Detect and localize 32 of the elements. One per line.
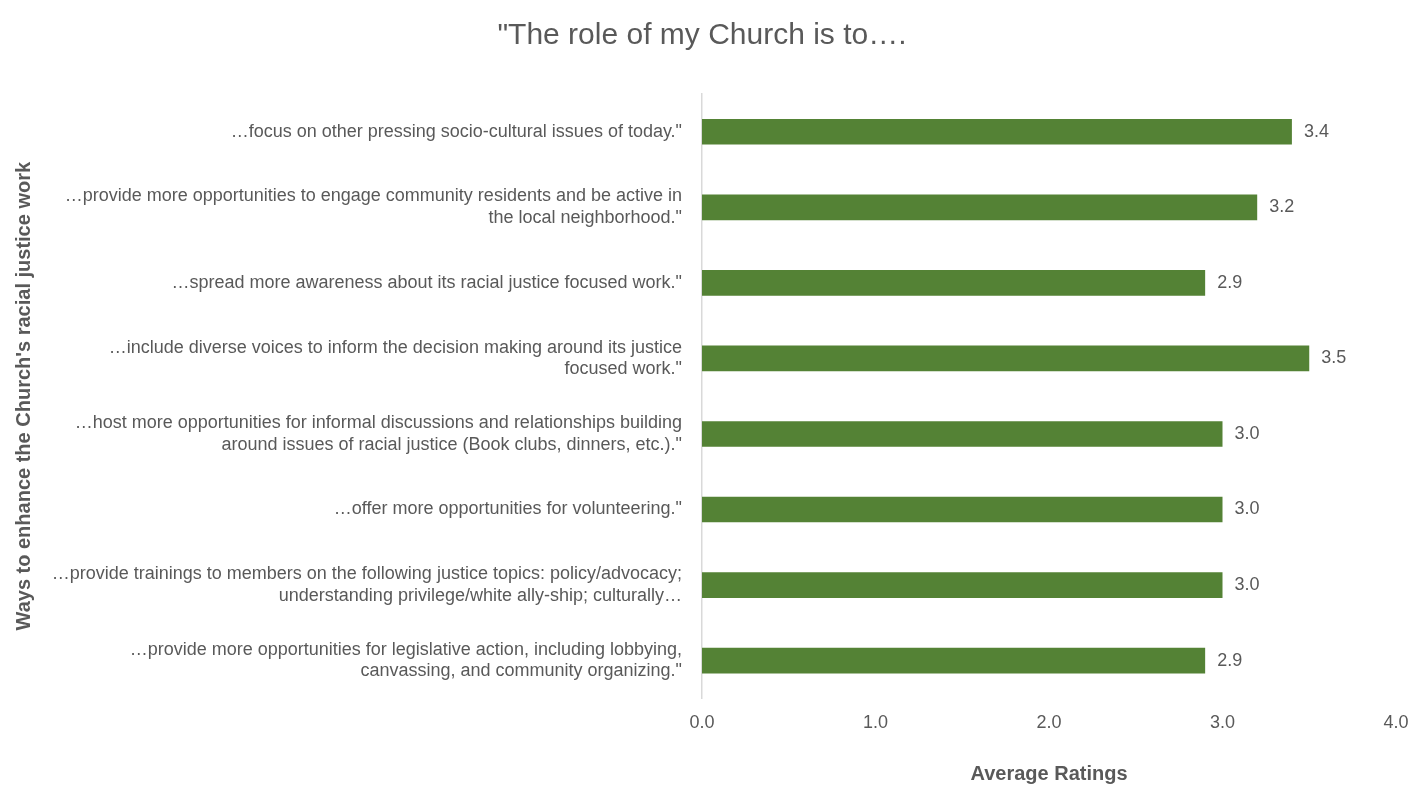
- x-tick-label: 0.0: [689, 712, 715, 733]
- y-tick-label: …provide more opportunities to engage community residents and be active in the local neighborhood.": [64, 185, 682, 228]
- data-label: 3.5: [1321, 347, 1347, 368]
- bar: [702, 572, 1223, 598]
- y-tick-label: …host more opportunities for informal discussions and relationships building around issues of racial justice (Book clubs, dinners, etc.).": [74, 412, 682, 454]
- data-label: 3.0: [1234, 498, 1260, 519]
- bar: [702, 118, 1292, 145]
- x-tick-label: 2.0: [1036, 712, 1062, 733]
- y-tick-label: …include diverse voices to inform the decision making around its justice focused work.": [108, 336, 682, 379]
- bar: [702, 194, 1258, 221]
- bar: [702, 270, 1206, 296]
- chart-title: "The role of my Church is to….: [497, 17, 907, 51]
- x-axis-title: Average Ratings: [970, 761, 1128, 784]
- y-tick-label: …spread more awareness about its racial justice focused work.": [171, 271, 682, 292]
- bar: [702, 496, 1223, 523]
- data-label: 3.0: [1234, 574, 1260, 595]
- bar: [702, 647, 1206, 674]
- y-tick-label: …provide trainings to members on the following justice topics: policy/advocacy; understanding privilege/white ally-ship; culturally…: [51, 563, 682, 605]
- data-label: 2.9: [1217, 271, 1243, 292]
- x-tick-label: 1.0: [862, 712, 889, 733]
- bar: [702, 421, 1223, 447]
- y-axis-title: Ways to enhance the Church's racial justice work: [11, 161, 34, 631]
- y-tick-label: …provide more opportunities for legislative action, including lobbying, canvassing, and community organizing.": [129, 638, 682, 681]
- data-label: 3.2: [1269, 196, 1295, 217]
- data-label: 3.4: [1303, 120, 1329, 141]
- y-tick-label: …offer more opportunities for volunteering.": [333, 498, 682, 519]
- data-label: 2.9: [1217, 649, 1243, 670]
- x-tick-label: 4.0: [1383, 712, 1409, 733]
- bar: [702, 345, 1310, 372]
- y-tick-label: …focus on other pressing socio-cultural issues of today.": [230, 120, 682, 141]
- x-tick-label: 3.0: [1209, 712, 1236, 733]
- data-label: 3.0: [1234, 422, 1260, 443]
